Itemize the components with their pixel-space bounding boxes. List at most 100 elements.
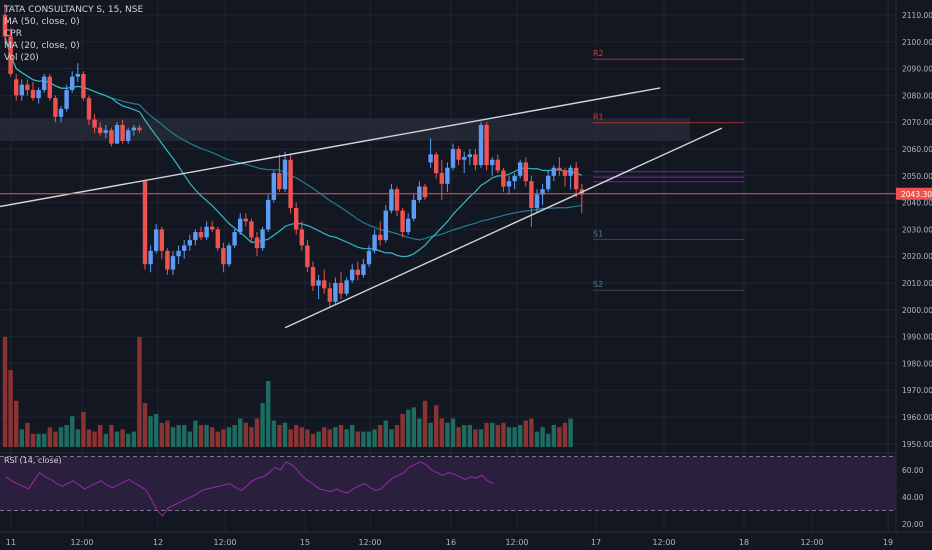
volume-bar: [350, 425, 355, 447]
volume-bar: [109, 425, 114, 447]
volume-bar: [383, 420, 388, 447]
volume-bar: [473, 429, 478, 447]
volume-bar: [126, 433, 131, 447]
candle-up: [540, 189, 545, 195]
volume-bar: [462, 425, 467, 447]
volume-bar: [534, 431, 540, 447]
symbol-title: TATA CONSULTANCY S, 15, NSE: [4, 5, 144, 15]
volume-bar: [25, 422, 30, 447]
volume-bar: [221, 429, 226, 447]
volume-bar: [148, 416, 153, 447]
volume-bar: [30, 433, 36, 447]
volume-bar: [557, 427, 562, 447]
candle-down: [562, 170, 568, 176]
rsi-label: RSI (14, close): [4, 456, 62, 465]
time-tick-label: 12:00: [70, 538, 93, 547]
volume-bar: [249, 427, 254, 447]
candle-down: [159, 229, 164, 251]
rsi-tick-label: 60.00: [902, 466, 924, 475]
volume-bar: [165, 420, 170, 447]
volume-bar: [193, 420, 198, 447]
candle-down: [294, 207, 299, 230]
candle-up: [333, 283, 338, 302]
volume-bar: [327, 429, 332, 447]
candle-down: [30, 90, 36, 99]
candle-up: [42, 76, 47, 91]
volume-bar: [238, 418, 243, 447]
volume-bar: [159, 422, 164, 447]
candle-down: [2, 15, 8, 37]
price-tick-label: 2060.00: [902, 145, 932, 154]
candle-up: [70, 76, 75, 91]
volume-bar: [372, 429, 377, 447]
volume-bar: [400, 414, 405, 447]
volume-bar: [495, 425, 500, 447]
time-tick-label: 11: [6, 538, 16, 547]
volume-bar: [378, 425, 383, 447]
candle-up: [260, 229, 265, 249]
volume-bar: [14, 400, 19, 447]
volume-bar: [103, 433, 108, 447]
volume-bar: [86, 429, 92, 447]
candle-down: [137, 127, 142, 131]
candle-up: [462, 157, 467, 160]
rsi-band: [0, 456, 896, 511]
price-tick-label: 1980.00: [902, 359, 932, 368]
time-tick-label: 17: [591, 538, 601, 547]
upper-trendline: [0, 87, 661, 208]
candle-up: [64, 90, 69, 109]
candle-down: [8, 36, 13, 74]
candle-down: [355, 269, 360, 275]
candle-down: [484, 124, 489, 166]
volume-bar: [523, 420, 528, 447]
candle-up: [36, 90, 41, 99]
price-tick-label: 2080.00: [902, 91, 932, 100]
candle-up: [417, 186, 422, 200]
volume-bar: [428, 422, 433, 447]
candle-up: [170, 256, 176, 270]
indicator-cpr[interactable]: CPR: [4, 29, 22, 39]
candle-up: [445, 167, 450, 184]
candle-up: [154, 229, 159, 251]
candle-up: [467, 154, 472, 158]
candle-up: [372, 234, 377, 251]
candle-down: [254, 237, 260, 249]
candle-down: [322, 280, 327, 289]
rsi-line: [5, 461, 494, 517]
candle-up: [176, 250, 181, 257]
price-tick-label: 1970.00: [902, 386, 932, 395]
candle-up: [406, 218, 411, 233]
candle-up: [226, 245, 232, 265]
candle-down: [523, 162, 528, 182]
volume-bar: [81, 411, 86, 447]
candle-up: [534, 194, 540, 208]
volume-bar: [411, 407, 416, 447]
time-tick-label: 19: [883, 538, 893, 547]
pivot-label-r1: R1: [593, 113, 604, 122]
volume-bar: [137, 337, 142, 447]
volume-bar: [19, 429, 24, 447]
indicator-ma20[interactable]: MA (20, close, 0): [4, 41, 80, 51]
candle-up: [126, 130, 131, 141]
time-tick-label: 18: [739, 538, 749, 547]
volume-bar: [445, 422, 450, 447]
candle-down: [81, 73, 86, 99]
volume-bar: [562, 422, 568, 447]
volume-bar: [361, 431, 366, 447]
volume-bar: [232, 425, 237, 447]
candle-down: [109, 130, 114, 144]
candle-down: [215, 229, 220, 249]
indicator-volume[interactable]: Vol (20): [4, 53, 39, 63]
volume-bar: [70, 416, 75, 447]
candle-down: [221, 248, 226, 265]
candle-down: [338, 283, 344, 294]
lower-trendline: [284, 127, 723, 329]
candle-down: [400, 210, 405, 233]
volume-bar: [170, 427, 176, 447]
indicator-ma50[interactable]: MA (50, close, 0): [4, 17, 80, 27]
candle-down: [142, 181, 148, 265]
volume-bar: [154, 414, 159, 447]
time-tick-label: 12:00: [505, 538, 528, 547]
